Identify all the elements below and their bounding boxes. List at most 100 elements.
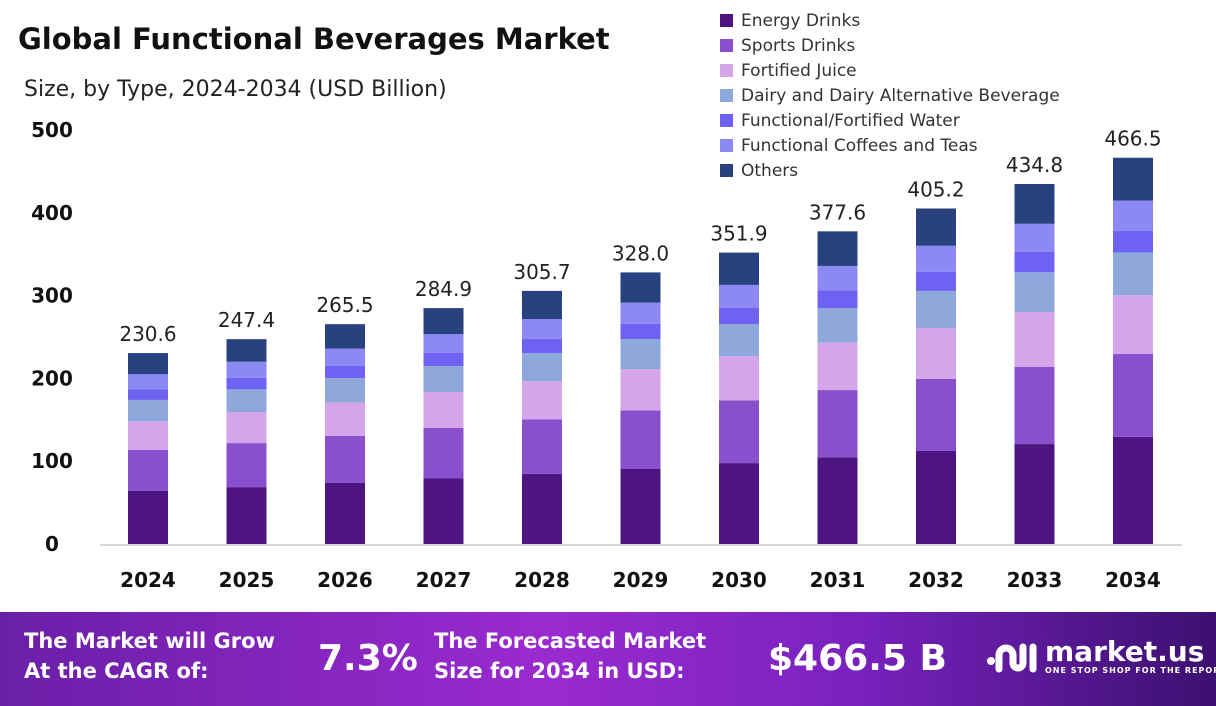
legend-swatch <box>720 14 733 27</box>
bar-segment <box>128 399 168 422</box>
bar-segment <box>916 271 956 291</box>
bar-segment <box>620 468 661 544</box>
bar-segment <box>1113 157 1153 201</box>
bar-segment <box>325 402 365 436</box>
legend-swatch <box>720 114 733 127</box>
bar-segment <box>817 308 858 343</box>
bar-segment <box>325 365 365 379</box>
chart-title: Global Functional Beverages Market <box>18 22 610 56</box>
bar-segment <box>1113 252 1153 296</box>
bar-segment <box>1014 312 1055 367</box>
bar-segment <box>719 324 759 357</box>
bar-segment <box>1113 295 1153 354</box>
legend-swatch <box>720 39 733 52</box>
legend-label: Functional/Fortified Water <box>741 110 960 131</box>
bar-segment <box>620 272 661 303</box>
forecast-label-line2: Size for 2034 in USD: <box>434 659 685 683</box>
bar-segment <box>128 421 168 451</box>
bar-segment <box>817 342 858 391</box>
bar-segment <box>325 348 365 366</box>
bar-segment <box>522 381 562 420</box>
bar-segment <box>916 327 956 379</box>
legend-item: Others <box>720 158 1060 183</box>
bar-segment <box>522 353 562 382</box>
x-tick-label: 2031 <box>810 568 866 592</box>
bar-segment <box>1014 223 1055 252</box>
x-tick-label: 2024 <box>120 568 176 592</box>
y-tick-label: 200 <box>31 366 73 390</box>
legend-label: Energy Drinks <box>741 10 861 31</box>
bar-segment <box>522 338 562 354</box>
bar-segment <box>719 356 759 401</box>
bar-total-label: 230.6 <box>119 322 176 346</box>
cagr-value: 7.3% <box>318 638 418 679</box>
legend-label: Sports Drinks <box>741 35 856 56</box>
bar-segment <box>1113 200 1153 231</box>
bar-segment <box>916 378 956 451</box>
x-tick-label: 2027 <box>416 568 472 592</box>
forecast-label-line1: The Forecasted Market <box>434 629 707 653</box>
bar-segment <box>916 290 956 328</box>
bar-segment <box>226 361 267 378</box>
bar-segment <box>817 390 858 458</box>
bar-segment <box>620 339 661 370</box>
bar-segment <box>916 208 956 246</box>
bar-total-label: 328.0 <box>612 241 669 265</box>
chart-subtitle: Size, by Type, 2024-2034 (USD Billion) <box>24 77 447 102</box>
bar-total-label: 305.7 <box>513 260 570 284</box>
bar-segment <box>226 443 267 488</box>
legend-item: Functional/Fortified Water <box>720 108 1060 133</box>
bar-total-label: 466.5 <box>1104 127 1161 151</box>
bar-segment <box>423 478 464 544</box>
bar-segment <box>522 319 562 339</box>
bar-segment <box>1113 436 1153 544</box>
legend-swatch <box>720 164 733 177</box>
stacked-bar-chart: 0 100 200 300 400 500 230.6 2024 247.4 2025 265.5 2… <box>31 118 1182 592</box>
legend: Energy Drinks Sports Drinks Fortified Juic… <box>720 8 1060 183</box>
bar-segment <box>522 473 562 544</box>
bar-segment <box>226 389 267 413</box>
bar-segment <box>1014 444 1055 544</box>
bar-segment <box>916 450 956 544</box>
bar-segment <box>325 482 365 544</box>
legend-label: Others <box>741 160 799 181</box>
cagr-label-line1: The Market will Grow <box>24 629 275 653</box>
y-tick-label: 500 <box>31 118 73 142</box>
legend-label: Fortified Juice <box>741 60 857 81</box>
legend-swatch <box>720 139 733 152</box>
bar-segment <box>719 400 759 464</box>
bar-segment <box>128 353 168 375</box>
cagr-label-line2: At the CAGR of: <box>24 659 209 683</box>
bar-segment <box>620 369 661 411</box>
bar-segment <box>423 365 464 393</box>
legend-swatch <box>720 89 733 102</box>
bar-segment <box>1113 353 1153 437</box>
bar-segment <box>817 231 858 266</box>
bar-segment <box>620 410 661 469</box>
legend-label: Functional Coffees and Teas <box>741 135 978 156</box>
brand-logo: market.us ONE STOP SHOP FOR THE REPORTS <box>985 638 1216 675</box>
bar-segment <box>423 427 464 479</box>
legend-item: Sports Drinks <box>720 33 1060 58</box>
bar-segment <box>423 334 464 353</box>
y-tick-label: 400 <box>31 201 73 225</box>
bar-segment <box>226 487 267 544</box>
bar-segment <box>226 377 267 390</box>
bar-segment <box>817 265 858 291</box>
legend-swatch <box>720 64 733 77</box>
bar-segment <box>423 392 464 428</box>
brand-tagline: ONE STOP SHOP FOR THE REPORTS <box>1045 666 1216 675</box>
x-tick-label: 2026 <box>317 568 373 592</box>
bar-segment <box>128 491 168 544</box>
x-tick-label: 2034 <box>1105 568 1161 592</box>
bar-total-label: 351.9 <box>710 222 767 246</box>
x-tick-label: 2032 <box>908 568 964 592</box>
bar-segment <box>817 290 858 309</box>
bar-segment <box>620 323 661 340</box>
x-tick-label: 2030 <box>711 568 767 592</box>
bar-total-label: 265.5 <box>316 293 373 317</box>
bar-segment <box>719 307 759 325</box>
bar-segment <box>325 435 365 483</box>
bar-segment <box>226 412 267 444</box>
bar-segment <box>719 252 759 285</box>
